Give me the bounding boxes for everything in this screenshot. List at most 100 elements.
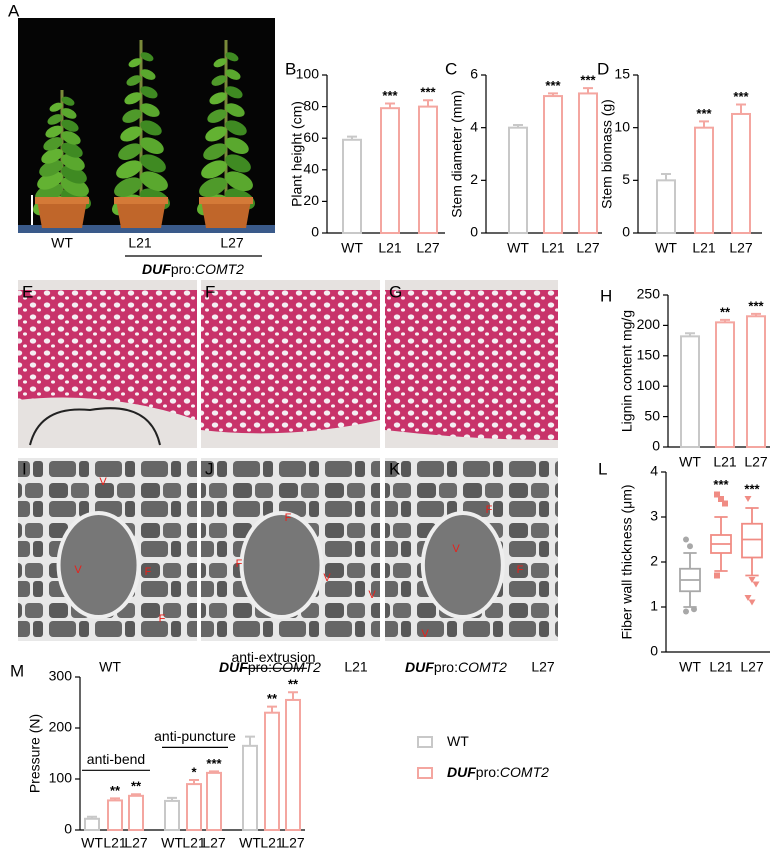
outlier bbox=[714, 491, 720, 498]
panel-label: I bbox=[22, 459, 27, 478]
x-tick-label: WT bbox=[81, 835, 103, 851]
leaf bbox=[140, 120, 162, 136]
y-axis-label: Stem diameter (mm) bbox=[449, 90, 465, 218]
significance: * bbox=[191, 764, 197, 779]
x-tick-label: L21 bbox=[103, 835, 127, 851]
y-tick-label: 0 bbox=[650, 643, 658, 659]
leaf bbox=[140, 171, 168, 192]
cell-mark: F bbox=[285, 512, 292, 524]
x-tick-label: L27 bbox=[740, 659, 764, 675]
legend-label: DUFpro:COMT2 bbox=[447, 764, 549, 780]
panel-label: K bbox=[389, 459, 401, 478]
x-tick-label: WT bbox=[679, 659, 701, 675]
bar bbox=[543, 95, 563, 234]
panel-label: B bbox=[285, 59, 296, 78]
text-part: COMT2 bbox=[458, 659, 507, 675]
x-tick-label: L21 bbox=[713, 454, 737, 470]
significance: *** bbox=[580, 73, 596, 88]
caption-genotype: DUFpro:COMT2 bbox=[219, 659, 321, 675]
x-tick-label: L27 bbox=[281, 835, 305, 851]
leaf bbox=[118, 143, 142, 160]
x-tick-label: WT bbox=[679, 454, 701, 470]
x-tick-label: L27 bbox=[744, 454, 768, 470]
y-axis-label: Fiber wall thickness (μm) bbox=[619, 484, 635, 639]
bar bbox=[164, 799, 180, 831]
significance: ** bbox=[288, 677, 299, 692]
leaf bbox=[225, 52, 239, 62]
error-bar bbox=[385, 102, 395, 109]
error-bar bbox=[245, 735, 255, 746]
text-part: DUF bbox=[142, 261, 171, 277]
fiber-line bbox=[29, 407, 161, 446]
y-tick-label: 50 bbox=[644, 407, 660, 423]
leaf bbox=[213, 58, 227, 68]
significance: ** bbox=[720, 304, 731, 319]
leaf bbox=[41, 148, 63, 164]
genotype-label: DUFpro:COMT2 bbox=[142, 261, 244, 277]
leaf bbox=[61, 142, 83, 158]
leaf bbox=[225, 120, 247, 136]
significance: *** bbox=[696, 106, 712, 121]
x-tick-label: L21 bbox=[692, 240, 716, 256]
leaf bbox=[61, 119, 79, 132]
leaf bbox=[45, 125, 63, 138]
significance: *** bbox=[382, 88, 398, 103]
cell-mark: V bbox=[99, 476, 107, 488]
text-part: WT bbox=[447, 733, 469, 749]
significance: ** bbox=[267, 691, 278, 706]
text-part: COMT2 bbox=[500, 764, 549, 780]
y-tick-label: 0 bbox=[470, 224, 478, 240]
error-bar bbox=[267, 705, 277, 713]
leaf bbox=[209, 92, 227, 105]
leaf bbox=[126, 75, 142, 86]
y-tick-label: 60 bbox=[303, 129, 319, 145]
panel-label: A bbox=[8, 1, 20, 20]
error-bar bbox=[513, 124, 523, 128]
panel-label: G bbox=[389, 282, 402, 301]
y-tick-label: 250 bbox=[637, 286, 661, 302]
y-tick-label: 10 bbox=[614, 118, 630, 134]
xylem-band bbox=[18, 290, 197, 420]
caption: L21 bbox=[344, 659, 368, 675]
caption-genotype: DUFpro:COMT2 bbox=[405, 659, 507, 675]
x-tick-label: WT bbox=[341, 240, 363, 256]
error-bar bbox=[685, 332, 695, 337]
x-tick-label: L21 bbox=[541, 240, 565, 256]
panel-label: D bbox=[597, 59, 609, 78]
x-tick-label: L27 bbox=[416, 240, 440, 256]
cell-mark: V bbox=[452, 543, 460, 555]
cell-mark: V bbox=[74, 564, 82, 576]
bar bbox=[731, 112, 751, 234]
panel-label: F bbox=[205, 282, 215, 301]
cell-mark: F bbox=[145, 566, 152, 578]
outlier bbox=[683, 608, 689, 615]
leaf bbox=[128, 58, 142, 68]
bar bbox=[107, 799, 123, 831]
caption: WT bbox=[99, 659, 121, 675]
cell-mark: V bbox=[368, 589, 376, 601]
leaf bbox=[49, 102, 63, 112]
xylem-band bbox=[385, 290, 558, 440]
leaf bbox=[61, 131, 81, 145]
caption: L27 bbox=[531, 659, 555, 675]
y-tick-label: 6 bbox=[470, 66, 478, 82]
leaf bbox=[140, 86, 158, 99]
bar bbox=[694, 126, 714, 234]
x-tick-label: L21 bbox=[182, 835, 206, 851]
leaf bbox=[140, 137, 164, 154]
outlier bbox=[722, 500, 728, 507]
significance: *** bbox=[733, 89, 749, 104]
outlier bbox=[683, 536, 689, 543]
error-bar bbox=[661, 173, 671, 181]
panel-label: H bbox=[600, 286, 612, 305]
x-tick-label: L27 bbox=[202, 835, 226, 851]
significance: ** bbox=[110, 783, 121, 798]
leaf bbox=[211, 75, 227, 86]
error-bar bbox=[583, 87, 593, 94]
y-tick-label: 0 bbox=[622, 224, 630, 240]
leaf bbox=[225, 86, 243, 99]
group-label: anti-extrusion bbox=[231, 649, 315, 665]
xylem-band bbox=[201, 290, 380, 434]
leaf bbox=[201, 160, 227, 179]
